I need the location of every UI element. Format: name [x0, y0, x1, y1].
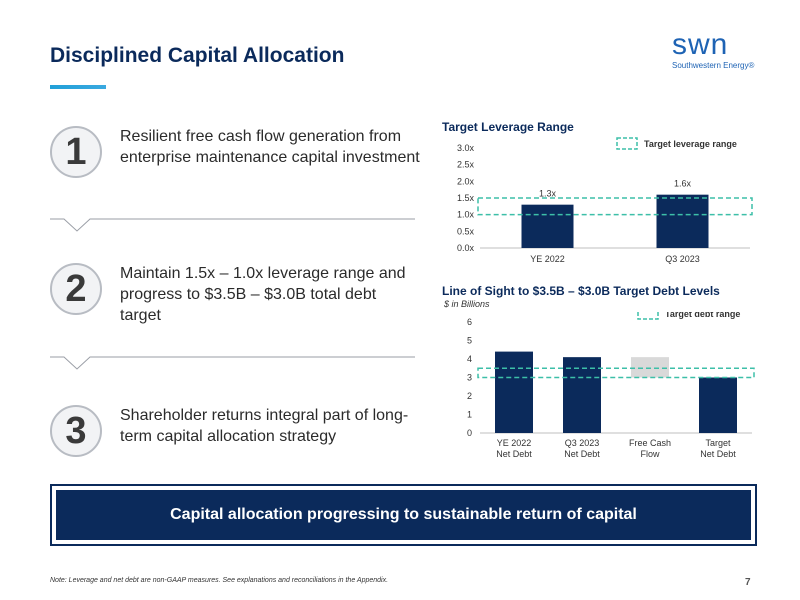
y-tick-label: 4 — [467, 354, 472, 364]
category-label: Q3 2023 — [565, 438, 600, 448]
y-tick-label: 5 — [467, 336, 472, 346]
point-text: Shareholder returns integral part of lon… — [120, 407, 409, 445]
y-tick-label: 2 — [467, 391, 472, 401]
page-title: Disciplined Capital Allocation — [50, 44, 345, 67]
y-tick-label: 2.5x — [457, 160, 475, 170]
logo-wordmark: swn — [672, 28, 729, 61]
y-tick-label: 1.5x — [457, 193, 475, 203]
target-range-band — [477, 197, 753, 216]
y-tick-label: 0.5x — [457, 226, 475, 236]
legend-label: Target debt range — [665, 312, 740, 319]
banner-fill: Capital allocation progressing to sustai… — [56, 490, 751, 540]
data-label: 1.6x — [674, 179, 692, 189]
category-label: Free Cash — [629, 438, 671, 448]
category-label: Flow — [640, 449, 660, 459]
category-label: YE 2022 — [497, 438, 532, 448]
category-label: Net Debt — [496, 449, 532, 459]
title-underline — [50, 85, 106, 89]
section-divider — [50, 218, 415, 232]
banner-text: Capital allocation progressing to sustai… — [170, 506, 637, 523]
key-point-3: 3 Shareholder returns integral part of l… — [50, 405, 420, 475]
bar-1 — [521, 204, 574, 248]
y-tick-label: 6 — [467, 317, 472, 327]
y-tick-label: 1.0x — [457, 210, 475, 220]
point-text: Resilient free cash flow generation from… — [120, 128, 420, 166]
y-tick-label: 0.0x — [457, 243, 475, 253]
y-tick-label: 1 — [467, 410, 472, 420]
point-number-badge: 1 — [50, 126, 102, 178]
key-message-banner: Capital allocation progressing to sustai… — [50, 484, 757, 546]
leverage-chart: 0.0x 0.5x 1.0x 1.5x 2.0x 2.5x 3.0x 1.3x YE 2022 1… — [457, 137, 753, 264]
point-number-badge: 2 — [50, 263, 102, 315]
point-text: Maintain 1.5x – 1.0x leverage range and … — [120, 265, 406, 324]
y-tick-label: 3 — [467, 373, 472, 383]
category-label: Q3 2023 — [665, 254, 700, 264]
key-point-1: 1 Resilient free cash flow generation fr… — [50, 126, 420, 196]
section-divider — [50, 356, 415, 370]
bar-2 — [656, 194, 709, 248]
key-point-2: 2 Maintain 1.5x – 1.0x leverage range an… — [50, 263, 420, 333]
bar-3 — [631, 357, 669, 378]
chart-subtitle-units: $ in Billions — [444, 299, 490, 309]
logo-tagline: Southwestern Energy® — [672, 61, 755, 70]
y-tick-label: 3.0x — [457, 143, 475, 153]
category-label: Net Debt — [700, 449, 736, 459]
page-number: 7 — [745, 577, 751, 588]
legend-swatch — [637, 312, 659, 320]
company-logo: swn Southwestern Energy® — [672, 30, 762, 80]
category-label: YE 2022 — [530, 254, 565, 264]
point-number-badge: 3 — [50, 405, 102, 457]
bar-1 — [495, 351, 533, 433]
footnote: Note: Leverage and net debt are non-GAAP… — [50, 577, 389, 584]
y-tick-label: 0 — [467, 428, 472, 438]
bar-4 — [699, 377, 737, 433]
category-label: Net Debt — [564, 449, 600, 459]
data-label: 1.3x — [539, 189, 557, 199]
legend-swatch — [616, 137, 638, 150]
bar-2 — [563, 357, 601, 433]
category-label: Target — [705, 438, 731, 448]
target-range-band — [477, 367, 755, 379]
y-tick-label: 2.0x — [457, 176, 475, 186]
chart-title-leverage: Target Leverage Range — [442, 120, 574, 134]
chart-title-debt: Line of Sight to $3.5B – $3.0B Target De… — [442, 284, 720, 298]
legend-label: Target leverage range — [644, 139, 737, 149]
